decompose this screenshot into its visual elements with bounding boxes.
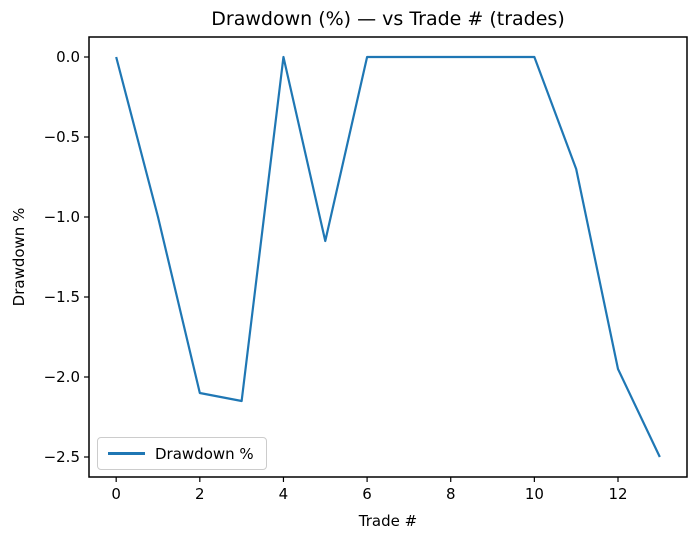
legend-line-sample bbox=[108, 452, 145, 455]
x-tick-label: 4 bbox=[278, 485, 289, 503]
y-tick-label: 0.0 bbox=[56, 48, 80, 66]
x-tick-label: 2 bbox=[195, 485, 205, 503]
x-tick-label: 10 bbox=[524, 485, 544, 503]
x-tick-label: 0 bbox=[111, 485, 121, 503]
legend: Drawdown % bbox=[97, 437, 267, 470]
x-tick-label: 6 bbox=[362, 485, 372, 503]
x-axis-label: Trade # bbox=[358, 512, 418, 530]
axes-frame bbox=[88, 36, 688, 478]
x-tick-label: 8 bbox=[445, 485, 456, 503]
y-tick-label: −0.5 bbox=[43, 128, 80, 146]
y-tick-label: −1.0 bbox=[43, 208, 80, 226]
x-tick-label: 12 bbox=[608, 485, 628, 503]
drawdown-line bbox=[115, 55, 661, 458]
y-tick-label: −2.5 bbox=[43, 448, 80, 466]
y-tick-label: −2.0 bbox=[43, 368, 80, 386]
y-axis-label: Drawdown % bbox=[10, 207, 28, 307]
y-tick-label: −1.5 bbox=[43, 288, 80, 306]
legend-label: Drawdown % bbox=[155, 444, 254, 463]
chart-title: Drawdown (%) — vs Trade # (trades) bbox=[211, 8, 565, 30]
